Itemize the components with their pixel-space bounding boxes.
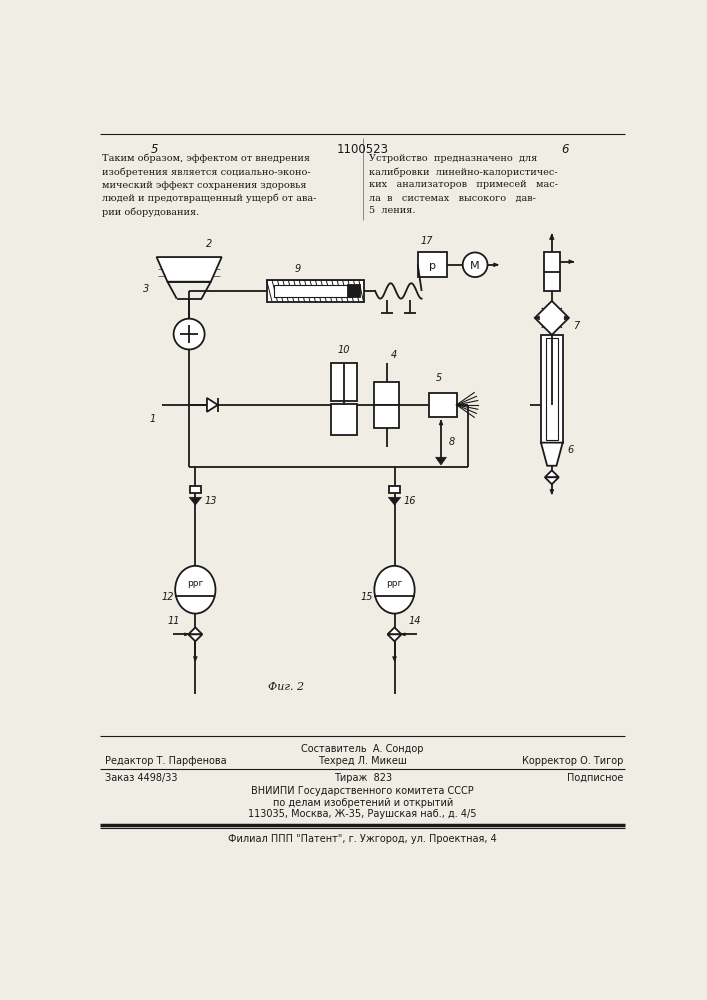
Text: 10: 10 <box>338 345 351 355</box>
Text: 1: 1 <box>150 414 156 424</box>
Polygon shape <box>156 257 222 282</box>
Text: 8: 8 <box>449 437 455 447</box>
Polygon shape <box>388 497 401 505</box>
Text: 17: 17 <box>421 236 433 246</box>
Bar <box>541 335 563 443</box>
Polygon shape <box>392 657 397 661</box>
Text: 2: 2 <box>206 239 212 249</box>
Circle shape <box>462 252 488 277</box>
Polygon shape <box>188 627 202 634</box>
Text: 113035, Москва, Ж-35, Раушская наб., д. 4/5: 113035, Москва, Ж-35, Раушская наб., д. … <box>248 809 477 819</box>
Text: Филиал ППП "Патент", г. Ужгород, ул. Проектная, 4: Филиал ППП "Патент", г. Ужгород, ул. Про… <box>228 834 497 844</box>
Text: по делам изобретений и открытий: по делам изобретений и открытий <box>273 798 453 808</box>
Bar <box>429 393 457 417</box>
Polygon shape <box>545 470 559 477</box>
Polygon shape <box>569 260 573 264</box>
Text: 16: 16 <box>404 496 416 506</box>
Polygon shape <box>439 420 443 425</box>
Text: Составитель  А. Сондор: Составитель А. Сондор <box>301 744 424 754</box>
Text: 14: 14 <box>409 615 421 626</box>
Polygon shape <box>194 657 197 661</box>
Polygon shape <box>387 634 402 641</box>
Text: 15: 15 <box>361 592 373 602</box>
Bar <box>348 285 360 297</box>
Polygon shape <box>550 490 554 494</box>
Polygon shape <box>541 443 563 466</box>
Text: 7: 7 <box>573 321 580 331</box>
Text: 12: 12 <box>161 592 174 602</box>
Bar <box>331 404 357 435</box>
Text: ррг: ррг <box>187 579 204 588</box>
Text: ВНИИПИ Государственного комитета СССР: ВНИИПИ Государственного комитета СССР <box>252 786 474 796</box>
Bar <box>544 252 559 291</box>
Text: Техред Л. Микеш: Техред Л. Микеш <box>318 756 407 766</box>
Text: 5: 5 <box>436 373 442 383</box>
Polygon shape <box>534 316 539 320</box>
Bar <box>274 285 352 297</box>
Text: М: М <box>470 261 480 271</box>
Text: ррг: ррг <box>386 579 403 588</box>
Text: Фиг. 2: Фиг. 2 <box>268 682 304 692</box>
Ellipse shape <box>374 566 414 614</box>
Polygon shape <box>185 633 188 636</box>
Bar <box>190 486 201 493</box>
Bar <box>546 338 558 440</box>
Polygon shape <box>402 633 405 636</box>
Text: Тираж  823: Тираж 823 <box>334 773 392 783</box>
Text: Таким образом, эффектом от внедрения
изобретения является социально-эконо-
мичес: Таким образом, эффектом от внедрения изо… <box>103 154 317 217</box>
Text: Заказ 4498/33: Заказ 4498/33 <box>105 773 178 783</box>
Polygon shape <box>189 497 201 505</box>
Text: 5: 5 <box>151 143 158 156</box>
Text: Корректор О. Тигор: Корректор О. Тигор <box>522 756 623 766</box>
Text: Устройство  предназначено  для
калибровки  линейно-калористичес-
ких   анализато: Устройство предназначено для калибровки … <box>369 154 558 215</box>
Polygon shape <box>564 316 569 320</box>
Text: 1100523: 1100523 <box>337 143 389 156</box>
Ellipse shape <box>175 566 216 614</box>
Polygon shape <box>493 263 498 267</box>
Polygon shape <box>436 457 446 465</box>
Text: 3: 3 <box>143 284 149 294</box>
Bar <box>331 363 357 401</box>
Text: 6: 6 <box>567 445 573 455</box>
Circle shape <box>174 319 204 349</box>
Text: р: р <box>429 261 436 271</box>
Polygon shape <box>549 234 554 240</box>
Bar <box>374 382 399 405</box>
Polygon shape <box>188 634 202 641</box>
Bar <box>267 280 363 302</box>
Bar <box>389 486 400 493</box>
Text: Подписное: Подписное <box>567 773 623 783</box>
Text: 4: 4 <box>391 350 397 360</box>
Polygon shape <box>387 627 402 634</box>
Text: Редактор Т. Парфенова: Редактор Т. Парфенова <box>105 756 227 766</box>
Polygon shape <box>545 477 559 484</box>
Text: 6: 6 <box>561 143 568 156</box>
Text: 9: 9 <box>295 264 300 274</box>
Bar <box>418 252 448 277</box>
Text: 11: 11 <box>168 615 180 626</box>
Text: 13: 13 <box>204 496 217 506</box>
Bar <box>374 405 399 428</box>
Polygon shape <box>534 301 569 335</box>
Polygon shape <box>207 398 218 412</box>
